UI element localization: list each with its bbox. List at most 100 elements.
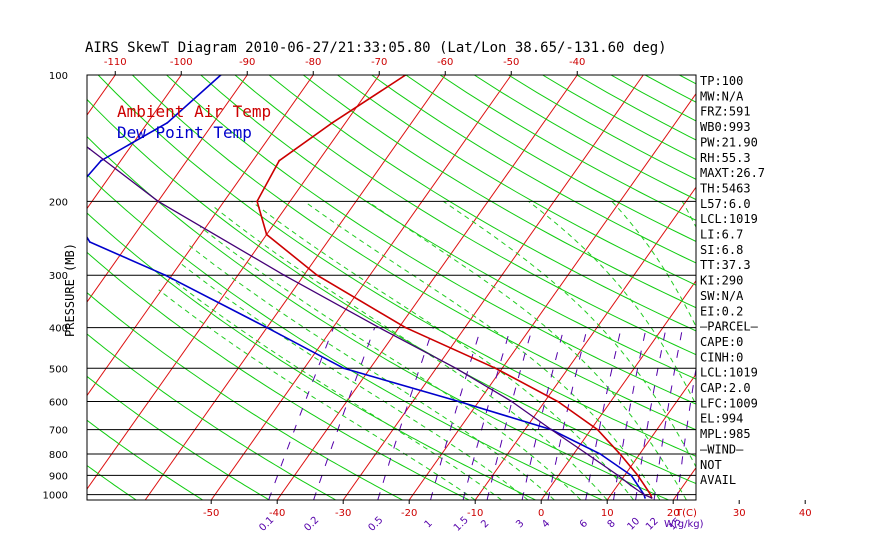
top-temp-tick-label: -110 bbox=[104, 57, 127, 68]
index-item: WB0:993 bbox=[700, 120, 751, 134]
index-item: MPL:985 bbox=[700, 427, 751, 441]
dry-adiabat-line bbox=[87, 251, 470, 500]
mixing-ratio-line bbox=[377, 327, 434, 500]
series-1-point bbox=[599, 453, 601, 455]
dry-adiabat-line bbox=[302, 75, 696, 309]
bottom-temp-tick-label: -40 bbox=[269, 508, 285, 519]
pressure-tick-label: 400 bbox=[49, 324, 68, 335]
mixing-ratio-line bbox=[313, 327, 376, 500]
index-item: TH:5463 bbox=[700, 181, 751, 195]
index-item: —PARCEL— bbox=[700, 320, 759, 334]
series-0-line bbox=[256, 75, 653, 499]
plot-frame bbox=[86, 74, 697, 501]
pressure-tick-label: 700 bbox=[49, 426, 68, 437]
index-item: TP:100 bbox=[700, 74, 743, 88]
series-2-point bbox=[510, 400, 513, 403]
moist-adiabat-line bbox=[189, 245, 555, 500]
series-2-point bbox=[650, 497, 653, 499]
series-0-point bbox=[557, 400, 559, 403]
mixing-ratio-line bbox=[653, 327, 684, 500]
series-1-point bbox=[100, 159, 102, 162]
moist-adiabat-line bbox=[199, 226, 582, 500]
x-axis-mixing-label: W(g/kg) bbox=[664, 519, 704, 530]
data-series bbox=[87, 75, 653, 499]
series-0-point bbox=[331, 121, 334, 124]
series-0-point bbox=[596, 428, 599, 431]
series-2-point bbox=[629, 484, 632, 487]
index-item: LI:6.7 bbox=[700, 228, 743, 242]
mixing-ratio-tick-label: 2 bbox=[479, 518, 491, 530]
isotherm-line bbox=[342, 75, 644, 500]
series-1-point bbox=[166, 121, 169, 124]
pressure-tick-label: 200 bbox=[49, 197, 68, 208]
bottom-temp-tick-label: -30 bbox=[335, 508, 351, 519]
moist-adiabat-line bbox=[212, 205, 608, 500]
dry-adiabat-line bbox=[132, 75, 696, 431]
bottom-temp-tick-label: -50 bbox=[203, 508, 219, 519]
moist-adiabat-line bbox=[158, 289, 476, 500]
index-item: NOT bbox=[700, 458, 722, 472]
dry-adiabat-line bbox=[166, 75, 696, 405]
mixing-ratio-tick-label: 6 bbox=[578, 518, 590, 530]
mixing-ratio-tick-label: 4 bbox=[540, 518, 552, 530]
dry-adiabat-line bbox=[87, 333, 337, 500]
isotherm-line bbox=[87, 75, 248, 303]
dry-adiabat-line bbox=[337, 75, 696, 286]
bottom-temp-tick-label: -20 bbox=[401, 508, 417, 519]
series-1-point bbox=[458, 400, 460, 403]
index-item: CAP:2.0 bbox=[700, 381, 751, 395]
pressure-tick-label: 900 bbox=[49, 471, 68, 482]
series-2-point bbox=[455, 367, 457, 370]
dry-adiabat-line bbox=[97, 75, 696, 457]
mixing-ratio-line bbox=[547, 327, 588, 500]
index-item: FRZ:591 bbox=[700, 105, 751, 119]
bottom-temp-tick-label: 30 bbox=[733, 508, 746, 519]
index-item: KI:290 bbox=[700, 274, 743, 288]
series-2-point bbox=[643, 493, 645, 496]
index-item: EL:994 bbox=[700, 412, 743, 426]
top-temp-tick-label: -60 bbox=[437, 57, 453, 68]
legend-dewpoint: Dew Point Temp bbox=[117, 123, 252, 142]
mixing-ratio-tick-label: 10 bbox=[625, 516, 642, 533]
mixing-ratio-line bbox=[268, 327, 334, 500]
dry-adiabat-line bbox=[405, 75, 696, 242]
pressure-tick-label: 300 bbox=[49, 271, 68, 282]
top-temp-tick-label: -90 bbox=[239, 57, 255, 68]
mixing-ratio-line bbox=[521, 327, 565, 500]
series-1-point bbox=[342, 367, 345, 370]
index-item: —WIND— bbox=[700, 442, 744, 456]
index-item: EI:0.2 bbox=[700, 304, 743, 318]
series-0-point bbox=[619, 453, 621, 455]
dry-adiabat-line bbox=[87, 464, 137, 500]
isotherm-line bbox=[739, 75, 870, 500]
mixing-ratio-tick-label: 0.5 bbox=[367, 515, 386, 534]
mixing-ratio-tick-label: 3 bbox=[514, 518, 526, 530]
dry-adiabat-line bbox=[87, 98, 696, 485]
index-item: PW:21.90 bbox=[700, 135, 758, 149]
series-1-line bbox=[87, 75, 646, 499]
series-2-point bbox=[283, 274, 285, 277]
mixing-ratio-line bbox=[784, 328, 798, 500]
top-temp-tick-label: -100 bbox=[170, 57, 193, 68]
bottom-temp-tick-label: 40 bbox=[799, 508, 812, 519]
y-axis-label: PRESSURE (MB) bbox=[63, 243, 77, 337]
dry-adiabat-line bbox=[234, 75, 696, 356]
isotherm-line bbox=[87, 75, 182, 210]
index-item: LFC:1009 bbox=[700, 396, 758, 410]
dry-adiabat-line bbox=[87, 173, 603, 500]
series-2-point bbox=[586, 453, 588, 455]
index-item: SW:N/A bbox=[700, 289, 744, 303]
bottom-temp-tick-label: 10 bbox=[601, 508, 614, 519]
series-0-point bbox=[265, 233, 268, 236]
index-item: CAPE:0 bbox=[700, 335, 743, 349]
dry-adiabat-line bbox=[87, 419, 203, 500]
mixing-ratio-line bbox=[752, 328, 770, 500]
dry-adiabat-line bbox=[87, 135, 669, 500]
series-1-point bbox=[164, 274, 167, 277]
isotherm-line bbox=[540, 279, 696, 500]
moist-adiabat-line bbox=[367, 200, 687, 500]
mixing-ratio-tick-label: 8 bbox=[606, 518, 618, 530]
mixing-ratio-line bbox=[430, 327, 482, 500]
isotherm-line bbox=[276, 75, 578, 500]
